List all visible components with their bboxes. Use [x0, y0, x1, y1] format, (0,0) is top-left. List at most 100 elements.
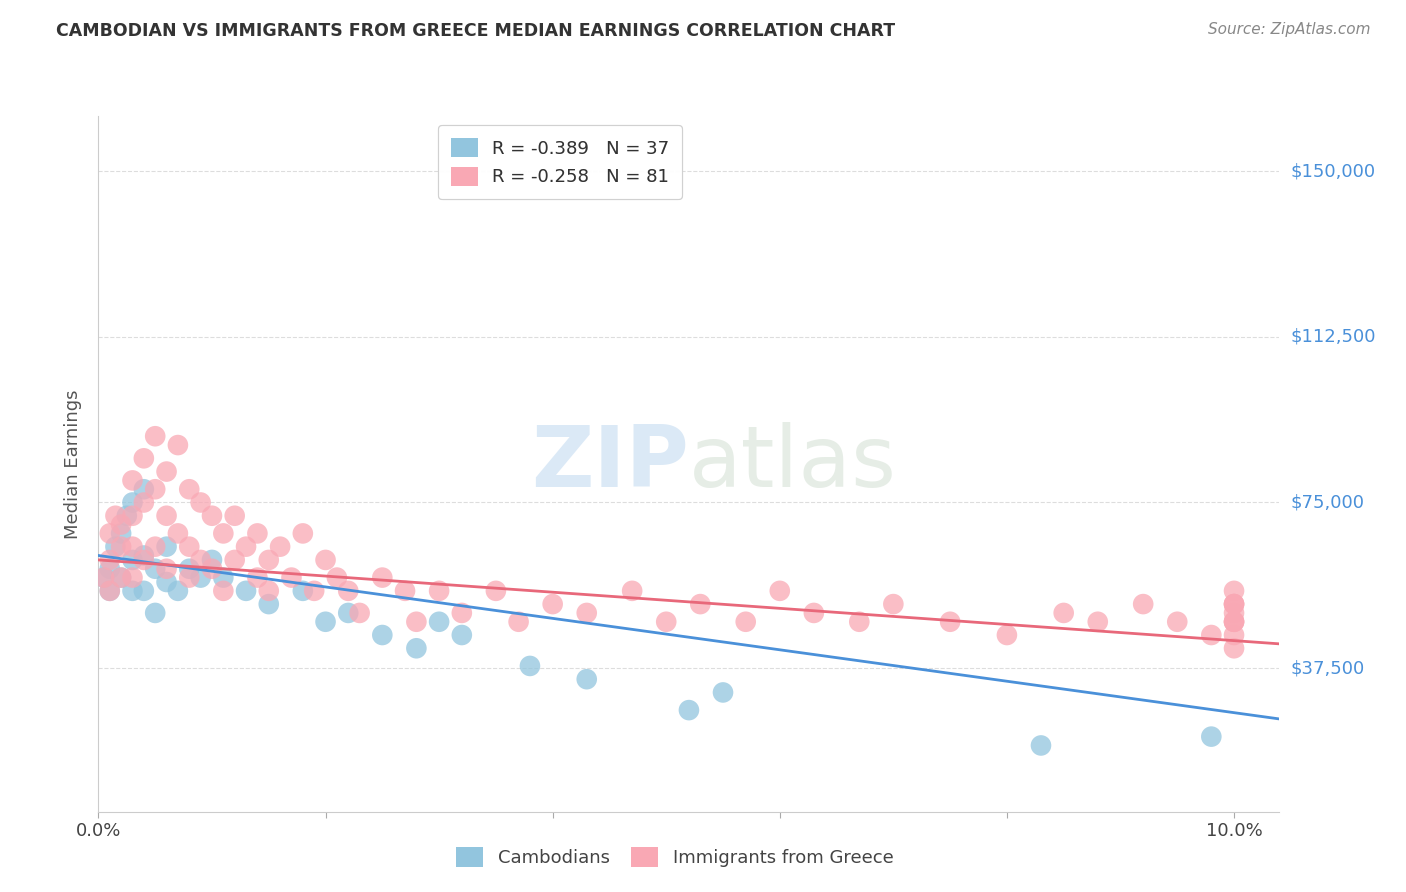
Point [143, 562, 166, 576]
Point [291, 526, 314, 541]
Point [371, 628, 394, 642]
Point [302, 583, 325, 598]
Point [132, 482, 155, 496]
Point [155, 508, 177, 523]
Point [212, 571, 235, 585]
Point [257, 597, 280, 611]
Point [1223, 583, 1246, 598]
Point [371, 571, 394, 585]
Point [337, 583, 360, 598]
Point [1166, 615, 1188, 629]
Point [235, 540, 257, 554]
Point [98, 526, 121, 541]
Point [110, 526, 132, 541]
Point [848, 615, 870, 629]
Point [315, 615, 337, 629]
Point [110, 571, 132, 585]
Point [98, 583, 121, 598]
Point [655, 615, 678, 629]
Point [98, 562, 121, 576]
Point [427, 583, 450, 598]
Point [121, 553, 143, 567]
Point [132, 549, 155, 563]
Point [132, 451, 155, 466]
Point [115, 508, 138, 523]
Point [155, 540, 177, 554]
Point [1029, 739, 1052, 753]
Point [450, 606, 472, 620]
Point [224, 553, 246, 567]
Point [121, 571, 143, 585]
Point [121, 474, 143, 488]
Point [1223, 606, 1246, 620]
Text: ZIP: ZIP [531, 422, 689, 506]
Point [508, 615, 530, 629]
Point [803, 606, 825, 620]
Point [575, 672, 598, 686]
Point [121, 495, 143, 509]
Point [110, 571, 132, 585]
Point [246, 526, 269, 541]
Point [349, 606, 371, 620]
Point [201, 508, 224, 523]
Point [155, 465, 177, 479]
Text: $37,500: $37,500 [1291, 659, 1365, 677]
Point [235, 583, 257, 598]
Text: atlas: atlas [689, 422, 897, 506]
Point [519, 659, 541, 673]
Point [1223, 628, 1246, 642]
Point [179, 562, 201, 576]
Point [1223, 641, 1246, 656]
Text: $150,000: $150,000 [1291, 162, 1375, 180]
Point [190, 495, 212, 509]
Point [110, 517, 132, 532]
Legend: R = -0.389   N = 37, R = -0.258   N = 81: R = -0.389 N = 37, R = -0.258 N = 81 [439, 125, 682, 199]
Point [1053, 606, 1076, 620]
Point [132, 495, 155, 509]
Point [93, 571, 115, 585]
Point [143, 606, 166, 620]
Point [541, 597, 564, 611]
Point [405, 641, 427, 656]
Point [201, 562, 224, 576]
Point [678, 703, 700, 717]
Point [132, 553, 155, 567]
Text: CAMBODIAN VS IMMIGRANTS FROM GREECE MEDIAN EARNINGS CORRELATION CHART: CAMBODIAN VS IMMIGRANTS FROM GREECE MEDI… [56, 22, 896, 40]
Point [179, 482, 201, 496]
Point [326, 571, 349, 585]
Point [450, 628, 472, 642]
Point [269, 540, 291, 554]
Point [1223, 615, 1246, 629]
Point [337, 606, 360, 620]
Point [995, 628, 1018, 642]
Point [257, 553, 280, 567]
Point [224, 508, 246, 523]
Point [882, 597, 904, 611]
Point [167, 438, 190, 452]
Point [104, 540, 127, 554]
Point [121, 508, 143, 523]
Point [167, 526, 190, 541]
Legend: Cambodians, Immigrants from Greece: Cambodians, Immigrants from Greece [449, 839, 901, 874]
Point [1087, 615, 1109, 629]
Text: $112,500: $112,500 [1291, 328, 1376, 346]
Point [1223, 597, 1246, 611]
Point [110, 540, 132, 554]
Point [179, 540, 201, 554]
Point [427, 615, 450, 629]
Point [575, 606, 598, 620]
Point [201, 553, 224, 567]
Point [121, 583, 143, 598]
Point [769, 583, 792, 598]
Point [1223, 597, 1246, 611]
Point [734, 615, 756, 629]
Point [939, 615, 962, 629]
Point [711, 685, 734, 699]
Point [179, 571, 201, 585]
Point [98, 583, 121, 598]
Point [132, 583, 155, 598]
Point [98, 553, 121, 567]
Point [1132, 597, 1154, 611]
Point [621, 583, 644, 598]
Text: $75,000: $75,000 [1291, 493, 1365, 511]
